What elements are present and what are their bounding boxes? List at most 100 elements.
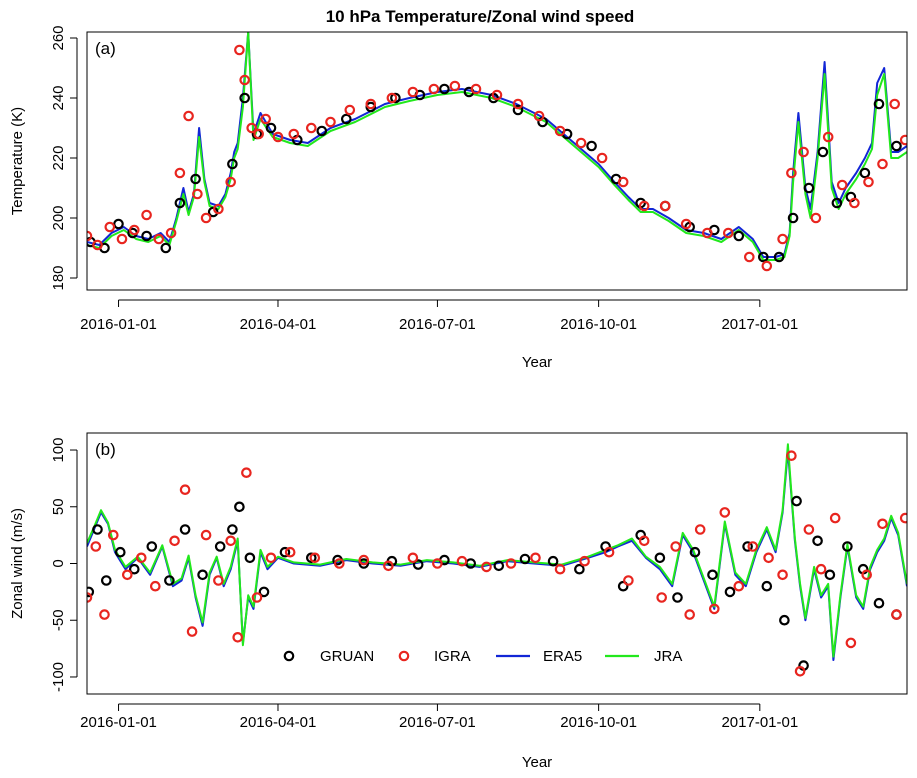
point-gruan	[617, 580, 629, 592]
x-tick-label: 2016-10-01	[560, 714, 637, 731]
point-gruan	[519, 553, 531, 565]
point-igra	[246, 122, 257, 134]
y-tick-label: -50	[50, 609, 67, 631]
point-igra	[108, 529, 119, 541]
y-tick-label: 220	[50, 145, 67, 170]
point-igra	[863, 176, 874, 188]
point-igra	[617, 176, 629, 188]
point-gruan	[179, 524, 191, 535]
point-gruan	[214, 541, 226, 552]
point-gruan	[791, 495, 802, 507]
point-igra	[849, 197, 860, 209]
point-gruan	[761, 580, 773, 592]
point-igra	[260, 113, 271, 125]
point-igra	[265, 552, 277, 564]
legend-label-igra: IGRA	[434, 648, 471, 665]
point-gruan	[707, 569, 718, 581]
point-gruan	[129, 563, 140, 575]
point-igra	[803, 524, 815, 535]
point-igra	[179, 484, 191, 495]
point-igra	[761, 260, 773, 272]
point-gruan	[244, 552, 256, 564]
point-igra	[104, 221, 116, 233]
y-axis-label: Zonal wind (m/s)	[9, 508, 26, 619]
panel-b-zonal-wind: (b) 2016-01-01 2016-04-01 2016-07-01 2016-10…	[9, 432, 908, 771]
point-igra	[232, 631, 243, 643]
point-igra	[638, 535, 650, 547]
point-gruan	[101, 575, 112, 586]
x-axis-label: Year	[522, 354, 552, 371]
point-gruan	[824, 569, 836, 581]
y-axis-label: Temperature (K)	[9, 107, 26, 215]
point-gruan	[146, 541, 158, 552]
point-igra	[530, 552, 541, 564]
x-tick-label: 2016-04-01	[240, 714, 317, 731]
point-igra	[305, 122, 317, 134]
point-gruan	[512, 104, 524, 116]
point-gruan	[842, 541, 853, 552]
point-igra	[241, 467, 252, 478]
series-line-jra	[87, 443, 907, 658]
point-gruan	[779, 614, 790, 626]
x-tick-label: 2016-07-01	[399, 714, 476, 731]
point-igra	[822, 131, 834, 143]
point-igra	[481, 561, 492, 573]
plot-area	[87, 443, 907, 677]
point-igra	[743, 251, 755, 263]
point-gruan	[412, 559, 424, 570]
point-gruan	[672, 592, 683, 603]
series-line-jra	[87, 32, 907, 261]
point-igra	[239, 74, 250, 86]
point-gruan	[757, 251, 769, 263]
point-igra	[153, 233, 165, 245]
point-igra	[659, 200, 671, 212]
point-igra	[701, 227, 713, 239]
point-igra	[141, 209, 152, 221]
point-igra	[428, 83, 440, 95]
series-line-era5	[87, 32, 907, 258]
point-igra	[383, 560, 394, 572]
point-gruan	[390, 92, 401, 104]
point-igra	[407, 552, 419, 564]
x-tick-label: 2017-01-01	[721, 714, 798, 731]
point-gruan	[92, 524, 103, 535]
point-igra	[733, 580, 745, 592]
point-gruan	[340, 113, 352, 125]
point-igra	[554, 125, 566, 137]
point-igra	[122, 569, 133, 581]
point-igra	[136, 552, 147, 564]
point-gruan	[115, 546, 126, 558]
point-igra	[169, 535, 180, 547]
point-igra	[186, 626, 198, 637]
point-igra	[213, 575, 224, 586]
point-igra	[90, 541, 102, 552]
point-gruan	[586, 140, 597, 152]
point-igra	[623, 575, 634, 586]
point-igra	[165, 227, 177, 239]
point-igra	[284, 546, 296, 558]
point-igra	[656, 592, 667, 603]
point-igra	[183, 110, 194, 122]
point-gruan	[164, 575, 175, 586]
point-igra	[777, 569, 788, 581]
point-gruan	[873, 597, 885, 609]
legend-label-era5: ERA5	[543, 648, 582, 665]
point-gruan	[742, 541, 753, 552]
plot-frame	[86, 432, 908, 695]
x-tick-label: 2016-07-01	[399, 316, 476, 333]
point-igra	[877, 518, 888, 530]
legend-symbol-igra	[398, 650, 410, 662]
point-igra	[708, 603, 720, 615]
point-igra	[333, 558, 345, 569]
point-igra	[309, 552, 321, 564]
point-gruan	[873, 98, 885, 110]
point-igra	[288, 128, 300, 140]
point-gruan	[279, 546, 291, 558]
legend: GRUAN IGRA ERA5 JRA	[283, 648, 682, 665]
point-gruan	[773, 251, 785, 263]
point-igra	[449, 80, 461, 92]
point-gruan	[258, 586, 270, 598]
point-igra	[579, 555, 590, 567]
y-tick-label: 260	[50, 25, 67, 50]
